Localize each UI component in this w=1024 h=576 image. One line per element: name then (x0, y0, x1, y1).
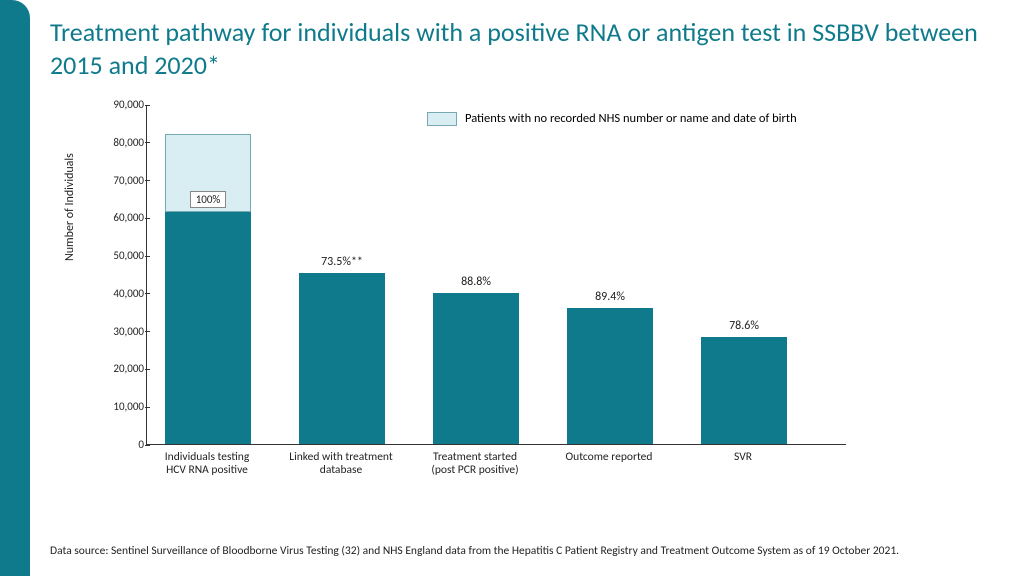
bar-segment-main (299, 273, 385, 444)
legend-swatch (427, 112, 457, 126)
bar-percent-label: 100% (165, 191, 251, 208)
bar-percent-label: 73.5%** (299, 255, 385, 269)
decorative-side-stripe (0, 0, 30, 576)
slide-title: Treatment pathway for individuals with a… (50, 16, 1000, 81)
y-tick: 0 (106, 438, 144, 451)
y-tick: 90,000 (106, 98, 144, 111)
y-tick: 80,000 (106, 136, 144, 149)
y-tick: 70,000 (106, 174, 144, 187)
y-axis-label: Number of Individuals (63, 153, 77, 261)
y-tick: 60,000 (106, 211, 144, 224)
bar-segment-main (701, 337, 787, 444)
footnote: Data source: Sentinel Surveillance of Bl… (50, 544, 970, 558)
y-tick: 30,000 (106, 325, 144, 338)
bar-segment-main (165, 212, 251, 444)
legend-label: Patients with no recorded NHS number or … (465, 111, 797, 126)
bar-percent-label: 88.8% (433, 275, 519, 289)
bar-segment-main (433, 293, 519, 444)
y-tick: 50,000 (106, 249, 144, 262)
bar-percent-label: 78.6% (701, 319, 787, 333)
plot-area: Patients with no recorded NHS number or … (146, 105, 846, 445)
legend: Patients with no recorded NHS number or … (427, 111, 797, 126)
bar-percent-label: 89.4% (567, 290, 653, 304)
bar-segment-main (567, 308, 653, 444)
y-tick: 40,000 (106, 287, 144, 300)
x-tick-label: Individuals testingHCV RNA positive (142, 451, 272, 477)
x-tick-label: Outcome reported (544, 451, 674, 464)
x-tick-label: SVR (678, 451, 808, 464)
y-tick: 20,000 (106, 362, 144, 375)
chart: Number of Individuals 010,00020,00030,00… (78, 91, 898, 491)
y-tick: 10,000 (106, 400, 144, 413)
slide-content: Treatment pathway for individuals with a… (50, 16, 1000, 491)
x-tick-label: Linked with treatmentdatabase (276, 451, 406, 477)
x-tick-label: Treatment started(post PCR positive) (410, 451, 540, 477)
